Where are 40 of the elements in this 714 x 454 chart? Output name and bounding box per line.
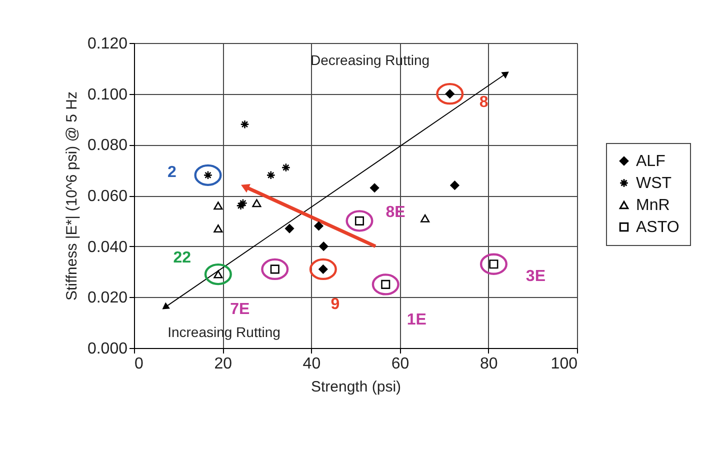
x-tick-label: 20 [214,356,232,372]
point [450,180,460,190]
y-tick-label: 0.060 [87,188,128,205]
annotation: 7E [230,301,250,318]
annotation: 8 [479,94,488,111]
annotation: 2 [168,164,177,182]
annotation: 22 [173,249,192,266]
point [420,214,430,222]
point [370,183,380,192]
point [240,120,250,129]
point [214,224,223,233]
x-tick-label: 60 [391,356,410,372]
point [252,199,262,208]
annotation: 1E [406,311,427,328]
x-tick-label: 80 [480,356,498,372]
y-tick-label: 0.120 [87,36,128,52]
x-tick-label: 0 [134,356,144,372]
legend-label: MnR [636,197,670,214]
legend-label: WST [636,175,672,192]
point [319,242,328,251]
point [281,163,290,172]
point [266,170,276,180]
y-tick-label: 0.080 [87,137,128,154]
annotation: 9 [330,296,340,314]
point [214,202,223,210]
point [236,201,246,210]
y-tick-label: 0.020 [87,290,128,307]
x-tick-label: 40 [302,356,321,372]
point [284,224,294,234]
x-tick-label: 100 [550,356,578,372]
y-tick-label: 0.000 [87,340,128,358]
point [238,198,248,208]
legend-label: ALF [636,153,666,170]
annotation: 3E [526,268,546,286]
y-tick-label: 0.100 [87,86,128,104]
x-axis-title: Strength (psi) [310,378,402,396]
point [314,221,324,231]
legend-label: ASTO [636,219,680,236]
y-axis-title: Stiffness |E*| (10^6 psi) @ 5 Hz [63,91,80,301]
y-tick-label: 0.040 [87,238,128,256]
